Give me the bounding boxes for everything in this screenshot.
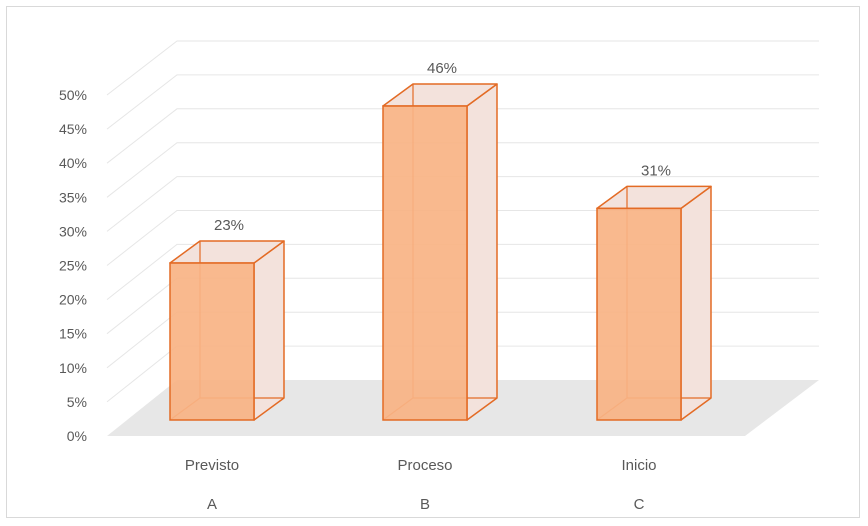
y-tick-label: 35% <box>59 189 87 205</box>
bar-inicio: 31% <box>596 162 712 421</box>
y-tick-label: 30% <box>59 223 87 239</box>
data-label: 31% <box>641 162 671 179</box>
bars: 23% 46% 31% <box>169 60 712 421</box>
x-category-letter: B <box>420 496 430 513</box>
y-tick-label: 45% <box>59 121 87 137</box>
bar-front-face <box>169 262 255 421</box>
x-category-label: Previsto <box>185 457 239 474</box>
data-label: 46% <box>427 60 457 77</box>
x-category-label: Proceso <box>397 457 452 474</box>
y-tick-label: 15% <box>59 326 87 342</box>
y-tick-label: 40% <box>59 155 87 171</box>
bar-side-face <box>680 185 712 421</box>
y-tick-label: 0% <box>67 428 87 444</box>
y-tick-label: 5% <box>67 394 87 410</box>
y-tick-label: 10% <box>59 360 87 376</box>
gridline <box>106 74 819 130</box>
y-tick-label: 25% <box>59 258 87 274</box>
x-axis-labels: Previsto A Proceso B Inicio C <box>185 457 657 513</box>
bar-front-face <box>596 207 682 421</box>
y-tick-label: 20% <box>59 292 87 308</box>
bar-side-face <box>253 240 285 421</box>
bar-previsto: 23% <box>169 217 285 421</box>
gridline <box>106 142 819 198</box>
bar-chart: 0% 5% 10% 15% 20% 25% 30% 35% 40% 45% 50% 23% 46% 31… <box>59 40 819 513</box>
chart-frame: 0% 5% 10% 15% 20% 25% 30% 35% 40% 45% 50% 23% 46% 31… <box>6 6 860 518</box>
bar-side-face <box>466 83 498 421</box>
x-category-label: Inicio <box>621 457 656 474</box>
x-category-letter: C <box>634 496 645 513</box>
y-tick-label: 50% <box>59 87 87 103</box>
gridline <box>106 176 819 232</box>
chart-back-wall <box>106 40 819 403</box>
bar-proceso: 46% <box>382 60 498 421</box>
gridline <box>106 108 819 164</box>
y-axis-tick-labels: 0% 5% 10% 15% 20% 25% 30% 35% 40% 45% 50% <box>59 87 87 444</box>
x-category-letter: A <box>207 496 217 513</box>
bar-front-face <box>382 105 468 421</box>
gridline <box>106 40 819 96</box>
data-label: 23% <box>214 217 244 234</box>
